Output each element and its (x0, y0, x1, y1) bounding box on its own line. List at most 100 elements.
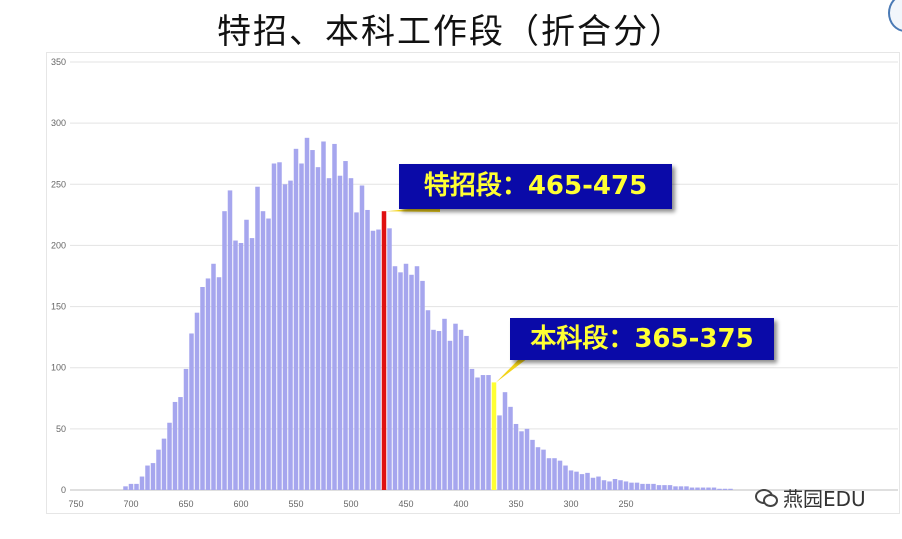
histogram-bar (304, 137, 310, 490)
histogram-bar (260, 211, 266, 490)
histogram-bar (678, 486, 684, 490)
histogram-bar (387, 228, 392, 490)
histogram-bar (409, 274, 414, 490)
histogram-bar (442, 318, 447, 490)
histogram-bar (552, 458, 557, 490)
histogram-bar (134, 483, 139, 490)
histogram-bar (535, 447, 541, 490)
histogram-bar (326, 178, 332, 490)
histogram-bar (172, 401, 178, 490)
histogram-bar (453, 323, 458, 490)
x-tick-label: 550 (288, 499, 303, 509)
histogram-bar (238, 242, 244, 490)
histogram-bar (365, 209, 370, 491)
histogram-bar (607, 481, 612, 490)
histogram-bar (706, 487, 711, 490)
histogram-bar (216, 277, 222, 490)
y-tick-label: 250 (51, 179, 66, 189)
histogram-bar (486, 375, 491, 490)
histogram-bar (277, 162, 282, 490)
histogram-bar (249, 238, 255, 490)
histogram-bar (282, 184, 288, 491)
histogram-bar (546, 458, 552, 490)
callout-special-segment: 特招段：465-475 (399, 164, 672, 209)
histogram-bar (161, 438, 167, 490)
histogram-bar (464, 335, 469, 490)
histogram-bar (662, 485, 667, 490)
histogram-bar (299, 163, 304, 491)
histogram-bar (623, 481, 629, 490)
histogram-bar (447, 340, 453, 490)
watermark-text: 燕园EDU (783, 486, 866, 511)
leader-line-undergrad (496, 358, 528, 383)
histogram-bar (612, 478, 618, 490)
histogram-bar (244, 219, 249, 490)
histogram-bar (310, 150, 315, 490)
histogram-bar (645, 483, 651, 490)
histogram-bar (673, 486, 678, 490)
x-tick-label: 400 (453, 499, 468, 509)
histogram-bar (156, 449, 161, 490)
histogram-bar (315, 167, 321, 490)
y-tick-label: 200 (51, 240, 66, 250)
histogram-bar (579, 474, 585, 490)
histogram-bar (189, 333, 194, 490)
histogram-bar (530, 439, 535, 490)
histogram-bar (563, 465, 568, 490)
histogram-bar (222, 211, 227, 490)
histogram-bar (293, 148, 299, 490)
histogram-bar (601, 480, 607, 490)
x-tick-label: 600 (233, 499, 248, 509)
histogram-bar (266, 218, 271, 491)
histogram-bar (348, 178, 354, 490)
histogram-bar (255, 186, 260, 490)
histogram-bar (700, 487, 706, 490)
histogram-bar (651, 483, 656, 490)
y-tick-label: 100 (51, 363, 66, 373)
x-tick-label: 450 (398, 499, 413, 509)
histogram-bar (211, 263, 216, 490)
x-tick-label: 300 (563, 499, 578, 509)
x-tick-label: 250 (618, 499, 633, 509)
histogram-bar (194, 312, 200, 490)
histogram-bar (321, 141, 326, 490)
histogram-bar (717, 488, 722, 490)
histogram-bar (557, 460, 563, 490)
histogram-bar (722, 488, 728, 490)
histogram-bar (497, 415, 502, 490)
histogram-bar (480, 375, 486, 490)
x-tick-label: 650 (178, 499, 193, 509)
y-tick-label: 0 (61, 485, 66, 495)
histogram-bar (381, 211, 387, 490)
histogram-bar (145, 465, 150, 490)
histogram-bar (585, 472, 590, 490)
x-tick-label: 350 (508, 499, 523, 509)
histogram-bar (458, 329, 464, 490)
watermark: 燕园EDU (755, 482, 866, 512)
histogram-bar (414, 266, 420, 490)
histogram-bar (634, 482, 640, 490)
histogram-bar (574, 471, 579, 490)
histogram-bar (568, 470, 574, 490)
x-tick-label: 700 (123, 499, 138, 509)
histogram-bar (590, 477, 596, 490)
histogram-bar (398, 272, 403, 490)
histogram-bar (695, 487, 700, 490)
slide-title: 特招、本科工作段（折合分） (217, 12, 685, 52)
histogram-bar (123, 486, 128, 490)
histogram-bar (354, 212, 359, 490)
histogram-bar (667, 485, 673, 490)
histogram-bar (491, 382, 497, 490)
histogram-bar (436, 331, 442, 490)
histogram-bar (376, 229, 381, 490)
histogram-bar (431, 329, 436, 490)
histogram-bar (359, 185, 365, 490)
histogram-bar (271, 163, 277, 491)
histogram-bar (200, 287, 205, 490)
histogram-bar (167, 422, 172, 490)
histogram-bar (519, 431, 524, 490)
histogram-bar (128, 483, 134, 490)
histogram-bar (629, 482, 634, 490)
histogram-bar (475, 377, 480, 490)
histogram-bar (541, 449, 546, 490)
